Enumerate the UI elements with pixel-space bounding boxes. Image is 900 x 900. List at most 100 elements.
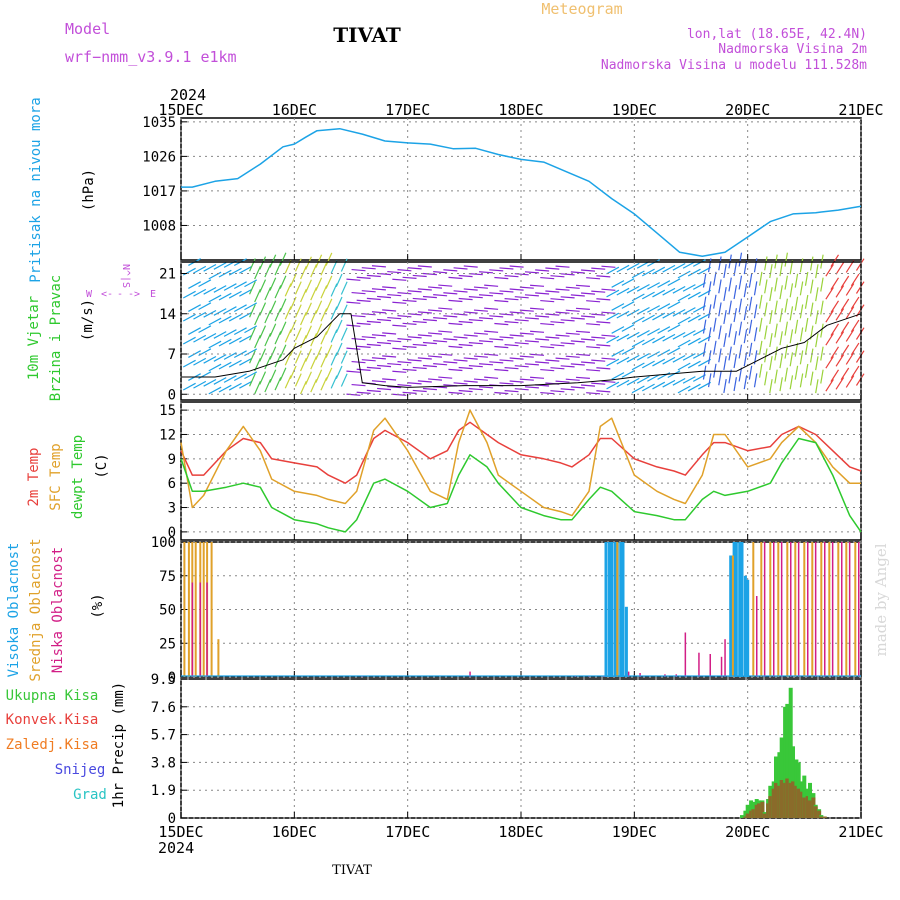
- wind-barb: [657, 303, 671, 311]
- wind-barb: [738, 298, 743, 313]
- wind-barb: [570, 271, 585, 274]
- wind-barb: [707, 350, 712, 365]
- wind-barb: [723, 287, 727, 302]
- wind-barb: [702, 319, 707, 334]
- wind-barb: [310, 333, 318, 347]
- wind-barb: [468, 296, 483, 299]
- wind-barb: [855, 327, 865, 340]
- wind-barb: [733, 285, 737, 300]
- wind-barb: [356, 322, 371, 325]
- pressure-ylabel: Pritisak na nivou mora: [28, 97, 44, 282]
- model-label: Model: [65, 20, 110, 38]
- wind-barb: [519, 378, 534, 381]
- wind-barb: [294, 327, 302, 341]
- pressure-ytick-label: 1026: [142, 149, 176, 165]
- wind-barb: [687, 291, 701, 300]
- wind-barb: [641, 268, 655, 277]
- wind-barb: [264, 356, 272, 370]
- wind-barb: [519, 355, 534, 358]
- wind-barb: [315, 346, 323, 360]
- wind-barb: [244, 371, 258, 380]
- cloud-ylabel-mid: Srednja Oblacnost: [28, 538, 44, 681]
- wind-barb: [402, 322, 417, 325]
- wind-barb: [294, 350, 302, 364]
- wind-barb: [264, 264, 272, 278]
- wind-barb: [274, 308, 282, 322]
- wind-barb: [458, 366, 473, 370]
- compass-right-arrow: ->: [128, 289, 140, 300]
- wind-barb: [193, 334, 207, 343]
- wind-barb: [377, 295, 392, 299]
- precip-conv-bar: [749, 810, 754, 818]
- cloud-bar: [607, 542, 611, 677]
- wind-barb: [789, 352, 794, 367]
- wind-barb: [804, 363, 809, 378]
- wind-barb: [733, 308, 737, 323]
- wind-barb: [565, 355, 580, 358]
- wind-barb: [218, 292, 232, 301]
- wind-barb: [804, 317, 809, 332]
- wind-barb: [489, 338, 504, 341]
- wind-barb: [743, 352, 748, 367]
- wind-barb: [223, 283, 237, 291]
- wind-barb: [769, 333, 773, 348]
- wind-barb: [733, 331, 737, 346]
- precip-conv-bar: [791, 781, 795, 818]
- wind-barb: [325, 275, 333, 289]
- wind-barb: [315, 369, 323, 383]
- wind-barb: [738, 275, 743, 290]
- wind-barb: [820, 369, 824, 384]
- wind-barb: [203, 309, 217, 318]
- wind-barb: [743, 375, 748, 390]
- wind-barb: [728, 323, 732, 338]
- precip-total-bar: [749, 800, 754, 818]
- temp-ylabel-sfc: SFC Temp: [48, 443, 64, 510]
- cloud-bar: [837, 542, 840, 677]
- wind-barb: [249, 258, 256, 272]
- precip-frame: [180, 678, 862, 819]
- wind-barb: [310, 310, 318, 324]
- wind-barb: [647, 374, 660, 382]
- cloud-bar: [194, 542, 197, 677]
- wind-barb: [422, 295, 437, 299]
- wind-barb: [366, 343, 381, 347]
- pressure-unit: (hPa): [81, 169, 97, 211]
- wind-barb: [535, 361, 550, 364]
- wind-barb: [382, 286, 397, 289]
- wind-barb: [591, 382, 606, 385]
- wind-barb: [484, 376, 499, 379]
- wind-barb: [855, 258, 865, 271]
- wind-barb: [647, 328, 660, 336]
- wind-barb: [310, 287, 318, 301]
- wind-barb: [412, 366, 427, 370]
- wind-barb: [330, 352, 338, 366]
- wind-barb: [677, 270, 691, 279]
- wind-barb: [601, 380, 616, 383]
- wind-barb: [509, 288, 524, 291]
- wind-barb: [473, 309, 488, 312]
- wind-barb: [182, 336, 196, 345]
- cloud-bar: [858, 542, 860, 677]
- wind-barb: [448, 299, 463, 303]
- wind-barb: [463, 265, 478, 268]
- wind-barb: [305, 279, 312, 293]
- wind-barb: [417, 380, 432, 383]
- wind-barb: [769, 287, 773, 302]
- wind-barb: [351, 314, 366, 318]
- wind-barb: [412, 320, 427, 324]
- wind-barb: [402, 276, 417, 279]
- wind-barb: [779, 331, 783, 346]
- wind-barb: [223, 329, 237, 337]
- wind-barb: [279, 344, 287, 358]
- wind-barb: [484, 307, 499, 310]
- wind-barb: [779, 262, 783, 277]
- wind-barb: [325, 367, 333, 381]
- wind-barb: [213, 354, 227, 362]
- temperature-panel: 0 3 6 9 12 15: [159, 401, 862, 541]
- precip-conv-bar: [754, 804, 759, 818]
- wind-barb: [636, 352, 650, 361]
- pressure-ytick-label: 1035: [142, 115, 176, 131]
- wind-barb: [249, 350, 256, 364]
- wind-barb: [468, 342, 483, 345]
- wind-barb: [662, 356, 676, 365]
